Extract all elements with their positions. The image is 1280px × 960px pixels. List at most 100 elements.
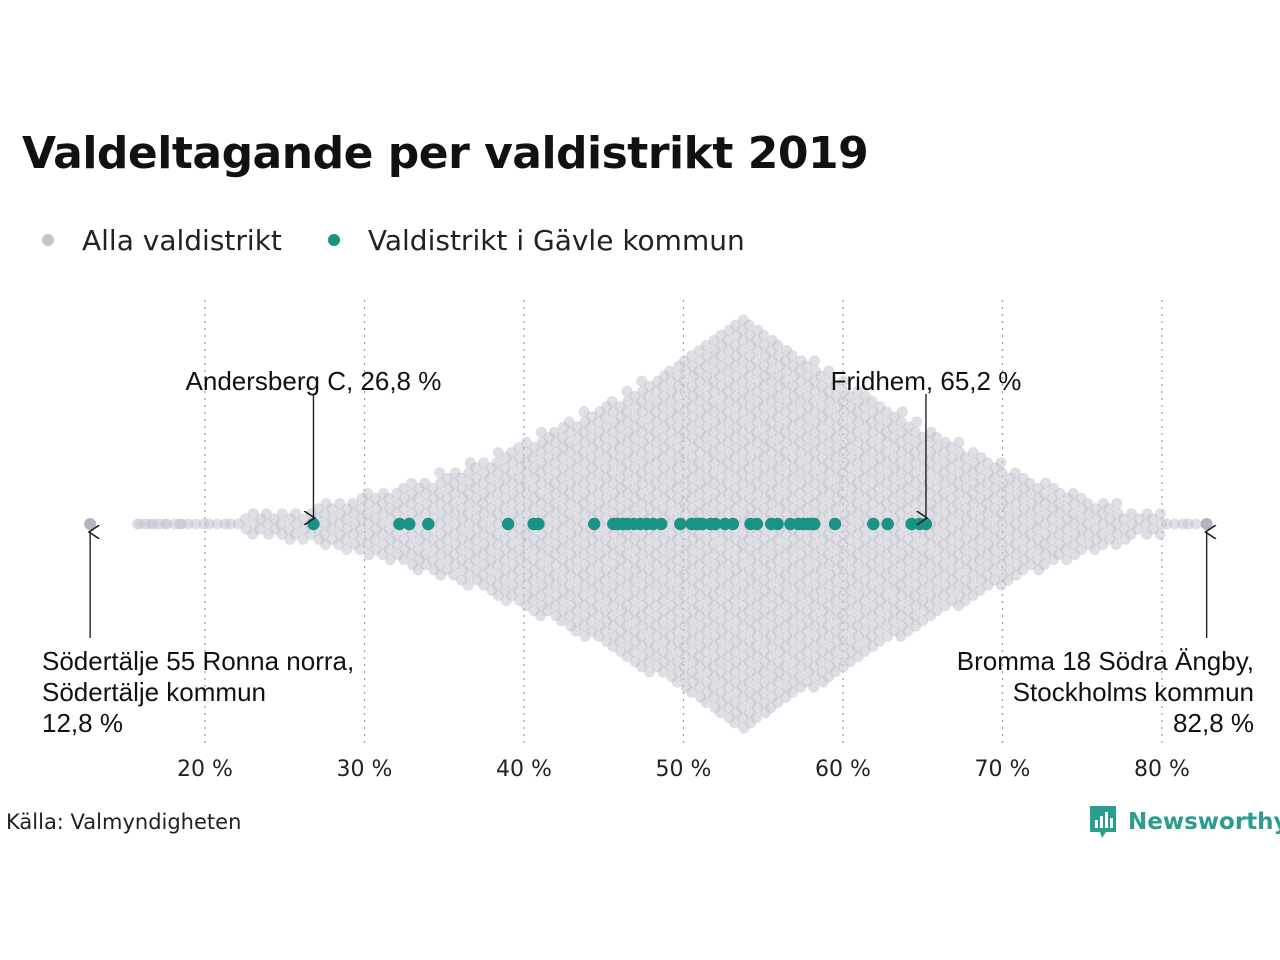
source-note: Källa: Valmyndigheten: [6, 810, 242, 834]
district-point: [808, 681, 820, 693]
district-point: [1089, 543, 1101, 555]
district-point: [1190, 518, 1202, 530]
gavle-district-point: [771, 517, 784, 531]
district-point: [644, 666, 656, 678]
district-point: [844, 656, 856, 668]
x-tick-label: 50 %: [656, 757, 712, 782]
district-point-extreme: [84, 518, 97, 530]
district-point: [953, 436, 965, 448]
district-point: [448, 569, 460, 581]
gavle-district-point: [881, 517, 894, 531]
district-point: [859, 645, 871, 657]
district-point: [700, 696, 712, 708]
district-point: [289, 528, 301, 540]
gavle-district-point: [422, 517, 435, 531]
district-point: [176, 518, 188, 530]
district-point: [1017, 564, 1029, 576]
district-point: [541, 605, 553, 617]
legend-marker-all: [42, 234, 54, 246]
district-point: [1154, 508, 1166, 520]
annotation-max-line1: Bromma 18 Södra Ängby,: [957, 646, 1254, 676]
annotation-max-line2: Stockholms kommun: [1013, 677, 1254, 707]
district-point: [570, 625, 582, 637]
district-point: [412, 564, 424, 576]
annotation-gavle-max: Fridhem, 65,2 %: [831, 366, 1022, 396]
annotation-min-line3: 12,8 %: [42, 708, 123, 738]
brand-name: Newsworthy: [1128, 809, 1280, 835]
gavle-district-point: [867, 517, 880, 531]
district-point: [254, 523, 266, 535]
district-point: [1110, 538, 1122, 550]
gavle-district-point: [403, 517, 416, 531]
district-point: [714, 707, 726, 719]
district-point: [786, 686, 798, 698]
x-axis-ticks: 20 % 30 % 40 % 50 % 60 % 70 % 80 %: [177, 757, 1190, 782]
legend-item-gavle: Valdistrikt i Gävle kommun: [327, 223, 745, 257]
district-point: [159, 518, 171, 530]
district-point: [916, 615, 928, 627]
district-point: [729, 717, 741, 729]
chart-title: Valdeltagande per valdistrikt 2019: [22, 128, 869, 179]
district-point: [808, 355, 820, 367]
legend-item-all: Alla valdistrikt: [42, 224, 282, 257]
district-point: [1132, 523, 1144, 535]
district-point: [384, 554, 396, 566]
x-tick-label: 40 %: [496, 757, 552, 782]
newsworthy-logo-icon: [1090, 806, 1116, 838]
district-point: [1061, 554, 1073, 566]
district-point: [896, 406, 908, 418]
district-point: [772, 696, 784, 708]
gavle-districts: [307, 517, 933, 531]
district-point: [297, 533, 309, 545]
legend: Alla valdistrikt Valdistrikt i Gävle kom…: [42, 222, 791, 258]
district-point: [657, 666, 669, 678]
district-point: [398, 554, 410, 566]
brand-logo: Newsworthy: [1088, 804, 1280, 840]
x-tick-label: 60 %: [815, 757, 871, 782]
district-point: [1076, 543, 1088, 555]
legend-marker-gavle: [327, 234, 340, 246]
district-point: [556, 615, 568, 627]
district-point: [462, 579, 474, 591]
district-point: [341, 543, 353, 555]
district-point: [354, 543, 366, 555]
gavle-district-point: [532, 517, 545, 531]
annotation-min-line2: Södertälje kommun: [42, 677, 266, 707]
x-tick-label: 70 %: [975, 757, 1031, 782]
gavle-district-point: [307, 517, 320, 531]
annotations: Södertälje 55 Ronna norra,Södertälje kom…: [42, 366, 1254, 738]
gavle-district-point: [501, 517, 515, 531]
x-tick-label: 30 %: [337, 757, 393, 782]
district-point: [995, 457, 1007, 469]
gavle-district-point: [674, 517, 687, 531]
district-point: [134, 518, 146, 530]
gavle-district-point: [808, 517, 821, 531]
annotation-max-line3: 82,8 %: [1173, 708, 1254, 738]
district-point: [1002, 574, 1014, 586]
district-point: [911, 416, 923, 428]
district-point: [829, 666, 841, 678]
gavle-district-point: [919, 517, 933, 531]
x-tick-label: 80 %: [1134, 757, 1190, 782]
district-point: [671, 676, 683, 688]
district-point: [750, 712, 762, 724]
gavle-district-point: [588, 517, 601, 531]
district-point: [144, 518, 156, 530]
district-point: [931, 605, 943, 617]
district-point-extreme: [1200, 518, 1213, 530]
x-tick-label: 20 %: [177, 757, 233, 782]
all-districts-swarm: [84, 314, 1213, 734]
district-point: [1154, 528, 1166, 540]
gavle-district-point: [750, 517, 764, 531]
annotation-gavle-min: Andersberg C, 26,8 %: [186, 366, 442, 396]
legend-label-all: Alla valdistrikt: [82, 223, 282, 257]
district-point: [1038, 559, 1050, 571]
district-point: [930, 431, 942, 443]
gavle-district-point: [709, 517, 722, 531]
legend-label-gavle: Valdistrikt i Gävle kommun: [367, 223, 745, 257]
district-point: [1111, 498, 1123, 510]
gavle-district-point: [726, 517, 740, 531]
gavle-district-point: [393, 517, 406, 531]
gavle-district-point: [655, 517, 668, 531]
